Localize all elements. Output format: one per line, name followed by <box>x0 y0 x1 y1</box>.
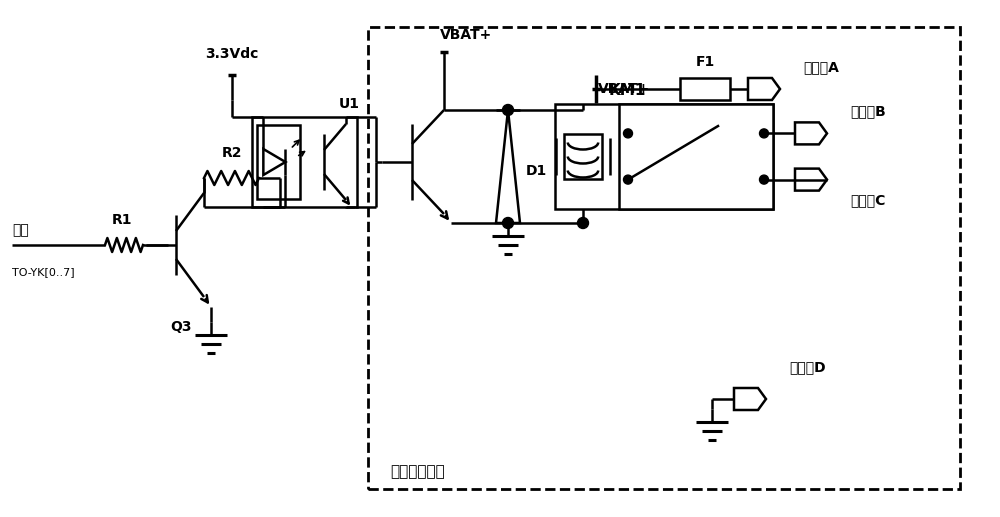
Bar <box>257 125 300 199</box>
Circle shape <box>578 218 588 229</box>
Text: 输出端B: 输出端B <box>850 104 886 118</box>
Circle shape <box>624 129 632 138</box>
Circle shape <box>503 104 514 115</box>
Circle shape <box>624 175 632 184</box>
Bar <box>619 104 773 209</box>
Bar <box>680 78 730 100</box>
Text: 输出端A: 输出端A <box>803 60 839 74</box>
Text: F1: F1 <box>695 55 715 69</box>
Text: 输入: 输入 <box>12 223 29 237</box>
Bar <box>252 117 357 207</box>
Circle shape <box>760 129 768 138</box>
Text: VBAT+: VBAT+ <box>598 82 650 96</box>
Text: 3.3Vdc: 3.3Vdc <box>205 47 259 61</box>
Text: 输出端D: 输出端D <box>789 360 826 374</box>
Text: U1: U1 <box>338 97 360 111</box>
Text: TO-YK[0..7]: TO-YK[0..7] <box>12 267 75 277</box>
Text: R1: R1 <box>112 213 132 227</box>
Text: VBAT+: VBAT+ <box>440 28 492 42</box>
Circle shape <box>760 175 768 184</box>
Bar <box>564 134 602 179</box>
Bar <box>368 27 960 489</box>
Text: 线圈驱动电路: 线圈驱动电路 <box>390 464 445 479</box>
Bar <box>555 104 773 209</box>
Text: R2: R2 <box>222 146 242 160</box>
Text: Q3: Q3 <box>170 320 192 334</box>
Circle shape <box>503 218 514 229</box>
Text: KM1: KM1 <box>608 83 646 98</box>
Text: D1: D1 <box>526 164 547 178</box>
Text: 输出端C: 输出端C <box>850 193 885 208</box>
